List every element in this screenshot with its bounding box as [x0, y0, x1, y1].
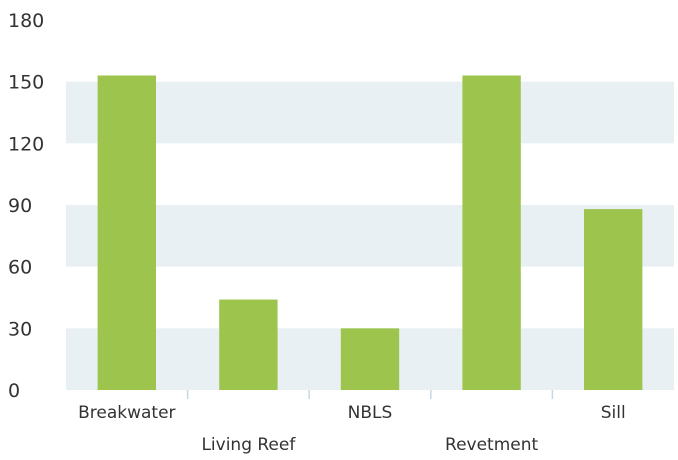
x-axis-ticks	[186, 390, 554, 399]
y-tick-label: 60	[8, 257, 32, 279]
bar	[219, 299, 278, 390]
bar	[584, 209, 643, 390]
bar	[340, 328, 400, 390]
bar	[462, 75, 521, 390]
y-tick-label: 30	[8, 318, 32, 340]
grid-band	[66, 205, 674, 267]
y-tick-label: 0	[8, 380, 20, 402]
x-tick-label: Sill	[601, 403, 626, 423]
bars	[97, 75, 643, 390]
y-tick-label: 120	[8, 133, 44, 155]
x-tick-label: Breakwater	[78, 403, 175, 423]
y-tick-label: 180	[8, 10, 44, 32]
y-tick-label: 150	[8, 72, 44, 94]
bar	[97, 75, 156, 390]
y-axis-tick-labels: 0 30 60 90 120 150 180	[8, 10, 44, 402]
grid-band	[66, 81, 674, 144]
y-tick-label: 90	[8, 195, 32, 217]
x-tick-label: Living Reef	[201, 435, 296, 455]
x-tick-label: Revetment	[445, 435, 538, 455]
x-tick-label: NBLS	[348, 403, 393, 423]
x-axis-tick-labels: Breakwater Living Reef NBLS Revetment Sill	[78, 403, 626, 455]
